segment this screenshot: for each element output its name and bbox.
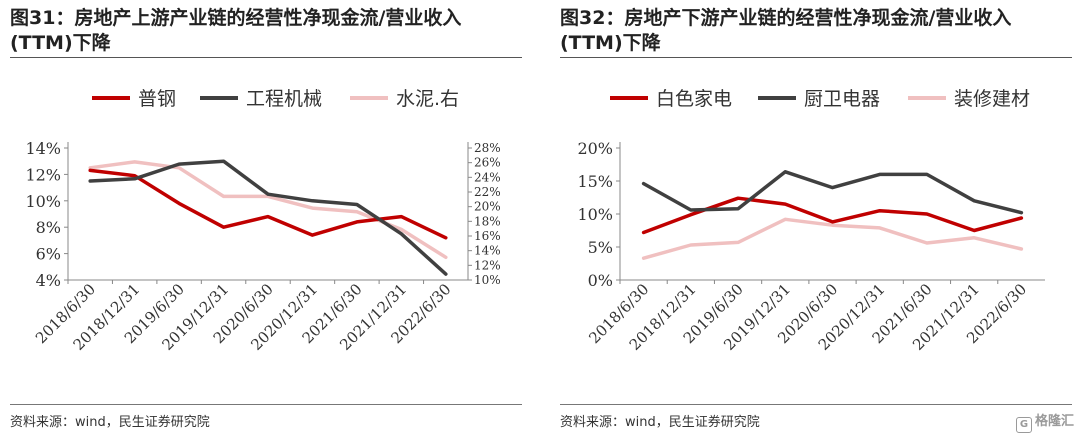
y-tick-label: 0% <box>588 271 613 290</box>
y-right-tick-label: 22% <box>474 185 501 199</box>
footer-divider <box>10 404 522 405</box>
y-right-tick-label: 18% <box>474 214 501 228</box>
y-right-tick-label: 12% <box>474 258 501 272</box>
chart-title: 图31：房地产上游产业链的经营性净现金流/营业收入(TTM)下降 <box>10 7 462 54</box>
legend-label: 白色家电 <box>656 88 732 110</box>
y-right-tick-label: 28% <box>474 141 501 155</box>
y-tick-label: 12% <box>25 165 61 184</box>
y-right-tick-label: 14% <box>474 244 501 258</box>
y-tick-label: 4% <box>36 271 61 290</box>
watermark-logo: G 格隆汇 <box>1015 410 1074 433</box>
source-note: 资料来源：wind，民生证券研究院 <box>10 415 210 430</box>
series-line <box>641 170 1024 215</box>
y-right-tick-label: 10% <box>474 273 501 287</box>
y-tick-label: 14% <box>25 139 61 158</box>
y-right-tick-label: 24% <box>474 170 501 184</box>
y-right-tick-label: 20% <box>474 200 501 214</box>
legend-label: 水泥.右 <box>396 88 459 110</box>
watermark-icon: G <box>1015 417 1032 433</box>
title-divider <box>560 57 1072 58</box>
watermark-text: 格隆汇 <box>1034 414 1074 429</box>
y-tick-label: 15% <box>577 172 613 191</box>
legend-label: 工程机械 <box>246 88 322 110</box>
chart-panel-right: 图32：房地产下游产业链的经营性净现金流/营业收入(TTM)下降 白色家电 厨卫电… <box>550 0 1080 440</box>
series-line <box>641 196 1024 235</box>
series-line <box>641 217 1024 260</box>
y-tick-label: 20% <box>577 139 613 158</box>
y-tick-label: 6% <box>36 245 61 264</box>
series-line <box>88 159 448 276</box>
legend-label: 普钢 <box>138 88 176 110</box>
line-chart-upstream: 普钢 工程机械 水泥.右4%6%8%10%12%14%10%12%14%16%18%… <box>25 88 501 354</box>
y-tick-label: 10% <box>25 192 61 211</box>
legend-label: 装修建材 <box>954 88 1030 110</box>
source-note: 资料来源：wind，民生证券研究院 <box>560 415 760 430</box>
series-line <box>88 168 448 240</box>
title-divider <box>10 57 522 58</box>
chart-title: 图32：房地产下游产业链的经营性净现金流/营业收入(TTM)下降 <box>560 7 1012 54</box>
y-tick-label: 10% <box>577 205 613 224</box>
y-tick-label: 5% <box>588 238 613 257</box>
y-tick-label: 8% <box>36 218 61 237</box>
line-chart-downstream: 白色家电 厨卫电器 装修建材0%5%10%15%20%2018/6/302018/1… <box>577 88 1045 354</box>
y-right-tick-label: 26% <box>474 156 501 170</box>
footer-divider <box>560 404 1072 405</box>
y-right-tick-label: 16% <box>474 229 501 243</box>
chart-panel-left: 图31：房地产上游产业链的经营性净现金流/营业收入(TTM)下降 普钢 工程机械 水… <box>0 0 530 440</box>
legend-label: 厨卫电器 <box>804 88 880 110</box>
